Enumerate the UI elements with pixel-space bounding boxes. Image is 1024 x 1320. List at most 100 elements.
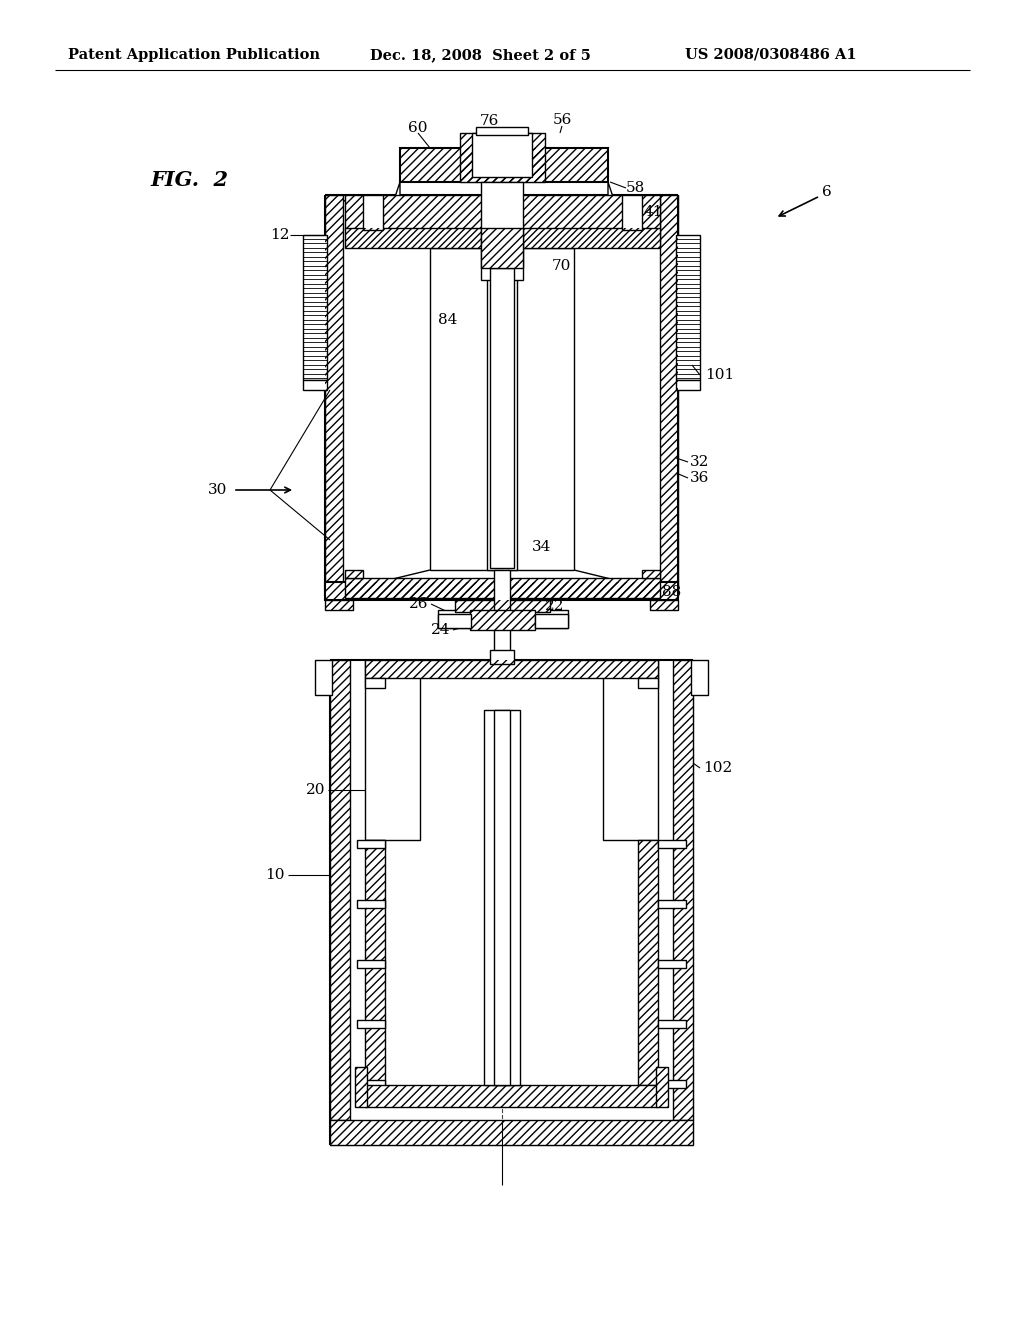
Bar (658, 1020, 686, 1028)
Text: 58: 58 (626, 181, 645, 195)
Text: FIG.  2: FIG. 2 (150, 170, 228, 190)
Text: 102: 102 (703, 762, 732, 775)
Bar (357, 900, 385, 908)
Bar (365, 660, 658, 678)
Bar (638, 840, 658, 1085)
Bar (325, 582, 678, 601)
Text: 24: 24 (430, 623, 450, 638)
Bar (603, 660, 658, 840)
Bar (365, 840, 385, 1085)
Bar (535, 614, 568, 628)
Bar (642, 570, 660, 578)
Text: 101: 101 (705, 368, 734, 381)
Bar (490, 649, 514, 664)
Bar (365, 1085, 658, 1107)
Text: 10: 10 (265, 869, 285, 882)
Text: 34: 34 (532, 540, 551, 554)
Text: 26: 26 (409, 597, 428, 611)
Bar (658, 840, 686, 847)
Bar (303, 380, 327, 389)
Bar (438, 610, 568, 628)
Bar (325, 601, 353, 610)
Bar (303, 235, 327, 380)
Bar (345, 228, 660, 248)
Bar (650, 601, 678, 610)
Text: 6: 6 (822, 185, 831, 199)
Bar (656, 1067, 668, 1107)
Bar (691, 660, 708, 696)
Text: Patent Application Publication: Patent Application Publication (68, 48, 319, 62)
Bar (470, 610, 535, 630)
Bar (460, 133, 545, 182)
Bar (673, 660, 693, 1119)
Polygon shape (395, 182, 400, 213)
Text: 60: 60 (409, 121, 428, 135)
Bar (325, 582, 678, 601)
Bar (476, 127, 528, 135)
Bar (315, 660, 332, 696)
Bar (658, 900, 686, 908)
Bar (428, 664, 578, 672)
Bar (673, 660, 693, 1119)
Bar (638, 678, 658, 688)
Bar (362, 195, 383, 230)
Bar (487, 248, 517, 570)
Text: Dec. 18, 2008  Sheet 2 of 5: Dec. 18, 2008 Sheet 2 of 5 (370, 48, 591, 62)
Bar (656, 1067, 668, 1107)
Bar (355, 1067, 367, 1107)
Bar (330, 1119, 693, 1144)
Bar (455, 601, 550, 612)
Bar (345, 578, 660, 598)
Bar (660, 195, 678, 597)
Bar (365, 678, 385, 688)
Bar (345, 578, 660, 598)
Bar (355, 1067, 367, 1107)
Bar (490, 268, 514, 568)
Bar (365, 660, 420, 840)
Bar (345, 228, 660, 248)
Bar (357, 840, 385, 847)
Bar (345, 570, 362, 578)
Bar (676, 380, 700, 389)
Bar (650, 601, 678, 610)
Bar (330, 660, 350, 1119)
Text: 76: 76 (479, 114, 499, 128)
Bar (365, 840, 385, 1085)
Text: 84: 84 (438, 313, 458, 327)
Text: 30: 30 (208, 483, 227, 498)
Bar (494, 570, 510, 655)
Bar (658, 960, 686, 968)
Text: 56: 56 (552, 114, 571, 127)
Bar (658, 1080, 686, 1088)
Bar (660, 195, 678, 597)
Text: 41: 41 (643, 205, 663, 219)
Bar (357, 1020, 385, 1028)
Bar (470, 610, 535, 630)
Bar (638, 840, 658, 1085)
Bar (484, 710, 520, 1085)
Bar (365, 1085, 658, 1107)
Text: 22: 22 (545, 599, 564, 612)
Bar (481, 228, 523, 268)
Bar (676, 235, 700, 380)
Bar (622, 195, 642, 230)
Bar (357, 1080, 385, 1088)
Bar (455, 601, 550, 612)
Bar (400, 148, 608, 182)
Bar (691, 660, 708, 696)
Bar (642, 570, 660, 578)
Bar (315, 660, 332, 696)
Bar (357, 960, 385, 968)
Bar (438, 614, 471, 628)
Bar (325, 601, 353, 610)
Bar (345, 195, 660, 230)
Bar (494, 710, 510, 1085)
Text: 12: 12 (270, 228, 290, 242)
Bar (400, 148, 608, 182)
Bar (365, 660, 658, 678)
Bar (460, 133, 545, 182)
Bar (481, 228, 523, 268)
Bar (430, 248, 574, 570)
Text: US 2008/0308486 A1: US 2008/0308486 A1 (685, 48, 857, 62)
Bar (345, 195, 660, 230)
